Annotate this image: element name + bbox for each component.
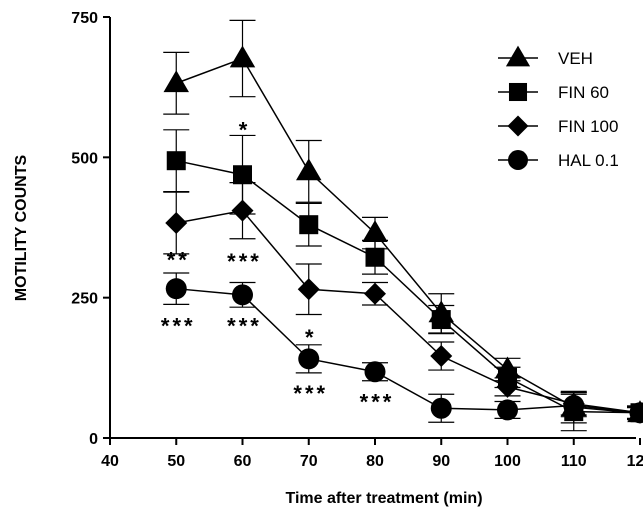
error-bars bbox=[163, 19, 643, 432]
y-axis-title: MOTILITY COUNTS bbox=[13, 154, 30, 301]
data-point-hal-0-1-100 bbox=[497, 399, 518, 421]
y-tick-label-500: 500 bbox=[71, 150, 98, 167]
significance-mark-4: *** bbox=[227, 314, 262, 339]
data-point-fin-60-50 bbox=[166, 151, 186, 171]
x-tick-label-120: 120 bbox=[627, 453, 643, 470]
data-point-hal-0-1-110 bbox=[563, 394, 585, 416]
data-point-hal-0-1-50 bbox=[165, 278, 187, 300]
data-point-fin-60-80 bbox=[365, 247, 385, 267]
x-tick-label-80: 80 bbox=[366, 453, 384, 470]
series-lines bbox=[175, 57, 641, 415]
x-tick-label-40: 40 bbox=[101, 453, 119, 470]
data-point-fin-60-70 bbox=[299, 215, 319, 235]
data-point-veh-60 bbox=[229, 45, 256, 68]
series-line-fin-100 bbox=[176, 209, 641, 414]
data-point-hal-0-1-60 bbox=[232, 284, 253, 306]
series-line-hal-0-1 bbox=[176, 287, 641, 414]
x-tick-label-90: 90 bbox=[432, 453, 450, 470]
significance-mark-7: *** bbox=[360, 390, 395, 415]
y-tick-label-0: 0 bbox=[89, 431, 98, 448]
data-point-hal-0-1-80 bbox=[364, 361, 386, 383]
legend-label-fin-60: FIN 60 bbox=[558, 83, 609, 102]
x-tick-label-70: 70 bbox=[300, 453, 318, 470]
data-point-hal-0-1-70 bbox=[298, 348, 320, 370]
data-point-fin-60-90 bbox=[431, 310, 451, 330]
significance-annotations: ************ **** *** bbox=[161, 117, 395, 415]
significance-mark-0: ** bbox=[167, 247, 190, 272]
data-point-fin-60-60 bbox=[233, 165, 252, 185]
series-markers bbox=[163, 45, 643, 424]
data-point-veh-70 bbox=[296, 158, 322, 181]
y-tick-label-250: 250 bbox=[71, 291, 98, 308]
legend-label-veh: VEH bbox=[558, 49, 593, 68]
data-point-fin-100-100 bbox=[496, 375, 519, 398]
data-point-hal-0-1-90 bbox=[430, 397, 452, 419]
data-point-hal-0-1-120 bbox=[629, 402, 643, 424]
data-point-veh-50 bbox=[163, 70, 189, 93]
axes: 0 250 500 750 40 50 60 70 80 90 100 110 120 bbox=[71, 10, 643, 470]
x-tick-label-100: 100 bbox=[494, 453, 521, 470]
significance-mark-5: * bbox=[305, 325, 317, 350]
legend-marker-veh bbox=[505, 45, 531, 67]
x-tick-label-50: 50 bbox=[167, 453, 185, 470]
legend-marker-fin-60 bbox=[508, 82, 528, 102]
legend-marker-fin-100 bbox=[507, 115, 529, 137]
data-point-veh-80 bbox=[362, 220, 388, 242]
legend-label-hal-0-1: HAL 0.1 bbox=[558, 151, 619, 170]
significance-mark-3: *** bbox=[227, 249, 262, 274]
data-point-fin-100-50 bbox=[165, 212, 188, 235]
data-point-fin-100-90 bbox=[430, 345, 453, 368]
x-tick-label-60: 60 bbox=[234, 453, 252, 470]
data-point-fin-100-70 bbox=[297, 278, 320, 301]
data-point-fin-100-80 bbox=[364, 282, 386, 305]
x-axis-title: Time after treatment (min) bbox=[285, 490, 482, 507]
y-tick-label-750: 750 bbox=[71, 10, 98, 27]
legend-label-fin-100: FIN 100 bbox=[558, 117, 618, 136]
series-line-veh bbox=[175, 57, 641, 415]
significance-mark-2: * bbox=[239, 117, 251, 142]
significance-mark-6: *** bbox=[293, 381, 328, 406]
x-tick-label-110: 110 bbox=[561, 453, 587, 470]
data-point-fin-100-60 bbox=[231, 199, 254, 222]
significance-mark-1: *** bbox=[161, 314, 196, 339]
legend-marker-hal-0-1 bbox=[508, 150, 528, 170]
legend: VEH FIN 60 FIN 100 HAL 0.1 bbox=[498, 45, 619, 170]
